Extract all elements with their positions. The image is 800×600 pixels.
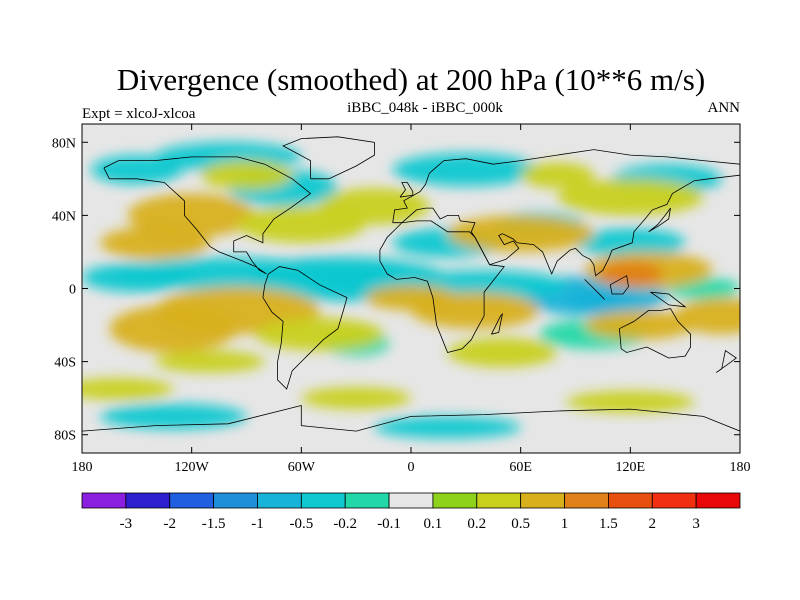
colorbar-label: 0.1 bbox=[424, 516, 443, 532]
anomaly-blob bbox=[200, 160, 293, 190]
anomaly-blob bbox=[82, 262, 192, 293]
coastlines bbox=[82, 136, 740, 432]
anomaly-blob bbox=[447, 215, 594, 252]
x-tick-label: 120W bbox=[175, 460, 210, 475]
colorbar-label: -0.1 bbox=[377, 516, 401, 532]
anomaly-blob bbox=[301, 387, 411, 410]
anomaly-blob bbox=[100, 226, 210, 260]
anomaly-blob bbox=[575, 228, 686, 258]
colorbar-label: 2 bbox=[649, 516, 657, 532]
anomaly-blob bbox=[566, 390, 695, 413]
colorbar-label: 1.5 bbox=[599, 516, 618, 532]
coastline bbox=[103, 156, 312, 275]
x-tick-label: 60W bbox=[288, 460, 316, 475]
x-tick-label: 0 bbox=[408, 460, 415, 475]
anomaly-blob bbox=[155, 350, 265, 373]
x-tick-label: 180 bbox=[72, 460, 93, 475]
x-tick-label: 60E bbox=[509, 460, 532, 475]
y-tick-label: 40S bbox=[54, 356, 76, 371]
y-axis: 80N 40N 0 40S 80S bbox=[52, 136, 740, 444]
coastline bbox=[82, 404, 740, 432]
anomaly-blob bbox=[557, 178, 704, 216]
colorbar-label: -1.5 bbox=[202, 516, 226, 532]
anomaly-blob bbox=[109, 304, 238, 353]
colorbar-label: 0.5 bbox=[511, 516, 530, 532]
colorbar-swatch bbox=[213, 492, 258, 509]
colorbar-swatch bbox=[125, 492, 171, 509]
y-tick-label: 40N bbox=[52, 209, 76, 224]
coastline bbox=[262, 266, 348, 390]
colorbar-swatch bbox=[432, 492, 478, 509]
colorbar-label: -2 bbox=[163, 516, 176, 532]
colorbar-swatch bbox=[169, 492, 215, 509]
anomaly-blob bbox=[584, 310, 695, 340]
anomaly-blob bbox=[255, 317, 384, 351]
anomaly-blob bbox=[447, 337, 558, 368]
anomaly-blob bbox=[392, 153, 539, 187]
anomaly-blob bbox=[82, 378, 174, 400]
anomaly-blob bbox=[411, 292, 539, 329]
anomaly-blob bbox=[91, 155, 183, 185]
colorbar-label: -0.5 bbox=[289, 516, 313, 532]
coastline bbox=[619, 308, 691, 359]
colorbar-swatch bbox=[81, 492, 127, 509]
subtitle-right: ANN bbox=[708, 100, 741, 116]
coastline bbox=[715, 349, 737, 373]
coastline bbox=[650, 291, 687, 308]
anomaly-blob bbox=[520, 162, 594, 188]
colorbar-swatch bbox=[608, 492, 653, 509]
anomaly-blob bbox=[597, 261, 664, 287]
coastline bbox=[609, 275, 629, 295]
coastline bbox=[648, 207, 671, 233]
colorbar-label: 0.2 bbox=[467, 516, 486, 532]
colorbar: -3 -2 -1.5 -1 -0.5 -0.2 -0.1 0.1 0.2 0.5 1 1.5 2 3 bbox=[81, 492, 741, 532]
anomaly-blob bbox=[127, 193, 256, 238]
colorbar-label: -0.2 bbox=[333, 516, 357, 532]
colorbar-label: 3 bbox=[692, 516, 700, 532]
map-area bbox=[82, 124, 740, 453]
coastline bbox=[584, 279, 605, 300]
colorbar-swatch bbox=[476, 492, 522, 509]
subtitle-center: iBBC_048k - iBBC_000k bbox=[347, 100, 503, 116]
y-tick-label: 80S bbox=[54, 429, 76, 444]
coastline bbox=[399, 182, 414, 198]
colorbar-label: 1 bbox=[561, 516, 569, 532]
colorbar-swatch bbox=[695, 492, 741, 509]
y-tick-label: 0 bbox=[69, 283, 76, 298]
colorbar-label: -3 bbox=[120, 516, 133, 532]
coastline bbox=[282, 136, 375, 180]
colorbar-swatch bbox=[651, 492, 697, 509]
colorbar-swatch bbox=[388, 492, 434, 509]
colorbar-swatch bbox=[564, 492, 609, 509]
colorbar-swatch bbox=[520, 492, 565, 509]
colorbar-swatch bbox=[300, 492, 346, 509]
colorbar-swatch bbox=[257, 492, 302, 509]
chart-title: Divergence (smoothed) at 200 hPa (10**6 … bbox=[117, 62, 705, 97]
colorbar-swatch bbox=[344, 492, 390, 509]
coastline bbox=[392, 149, 740, 277]
anomaly-blob bbox=[676, 297, 740, 335]
anomaly-blob bbox=[374, 416, 521, 439]
coastline bbox=[491, 312, 504, 335]
subtitle-left: Expt = xlcoJ-xlcoa bbox=[82, 106, 196, 122]
x-tick-label: 120E bbox=[616, 460, 646, 475]
x-axis: 180 120W 60W 0 60E 120E 180 bbox=[72, 124, 751, 475]
anomaly-blob bbox=[100, 403, 247, 430]
x-tick-label: 180 bbox=[730, 460, 751, 475]
coastline bbox=[379, 220, 505, 353]
colorbar-label: -1 bbox=[251, 516, 264, 532]
y-tick-label: 80N bbox=[52, 136, 76, 151]
